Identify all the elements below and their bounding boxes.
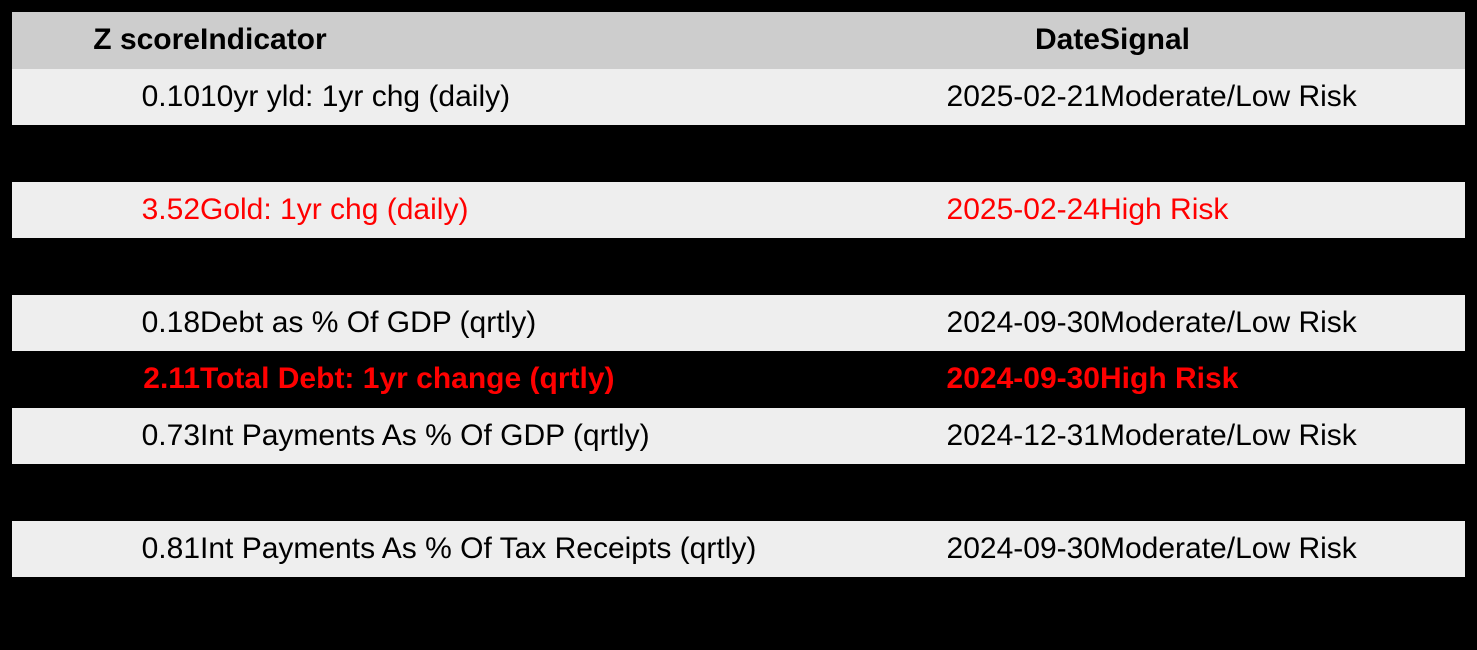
signal-cell: Moderate/Low Risk: [1100, 68, 1465, 125]
z-score-cell: 3.52: [12, 181, 200, 238]
spacer-cell: [12, 125, 1465, 182]
date-cell: 2024-09-30: [890, 294, 1100, 351]
indicator-cell: 10yr yld: 1yr chg (daily): [200, 68, 890, 125]
column-header-date: Date: [890, 12, 1100, 69]
date-cell: 2025-02-24: [890, 181, 1100, 238]
table-row: 3.52 Gold: 1yr chg (daily) 2025-02-24 High …: [12, 181, 1465, 238]
z-score-cell: 2.11: [12, 351, 200, 408]
date-cell: 2024-09-30: [890, 520, 1100, 577]
indicator-cell: Total Debt: 1yr change (qrtly): [200, 351, 890, 408]
signal-cell: Moderate/Low Risk: [1100, 407, 1465, 464]
date-cell: 2024-09-30: [890, 351, 1100, 408]
indicator-cell: Debt as % Of GDP (qrtly): [200, 294, 890, 351]
column-header-z-score: Z score: [12, 12, 200, 69]
z-score-cell: 0.18: [12, 294, 200, 351]
indicator-cell: Int Payments As % Of GDP (qrtly): [200, 407, 890, 464]
table-header-row: Z score Indicator Date Signal: [12, 12, 1465, 69]
table-row: 0.81 Int Payments As % Of Tax Receipts (q…: [12, 520, 1465, 577]
table-row: 0.10 10yr yld: 1yr chg (daily) 2025-02-21 M…: [12, 68, 1465, 125]
table-row: 2.11 Total Debt: 1yr change (qrtly) 2024-0…: [12, 351, 1465, 408]
z-score-cell: 0.10: [12, 68, 200, 125]
z-score-cell: 0.81: [12, 520, 200, 577]
spacer-band: [12, 125, 1465, 182]
signal-cell: High Risk: [1100, 351, 1465, 408]
column-header-indicator: Indicator: [200, 12, 890, 69]
spacer-cell: [12, 464, 1465, 521]
spacer-band: [12, 464, 1465, 521]
signal-cell: High Risk: [1100, 181, 1465, 238]
column-header-signal: Signal: [1100, 12, 1465, 69]
signal-cell: Moderate/Low Risk: [1100, 520, 1465, 577]
spacer-band: [12, 238, 1465, 295]
risk-indicator-table: Z score Indicator Date Signal 0.10 10yr y…: [12, 12, 1465, 577]
indicator-cell: Gold: 1yr chg (daily): [200, 181, 890, 238]
date-cell: 2025-02-21: [890, 68, 1100, 125]
spacer-cell: [12, 238, 1465, 295]
table-row: 0.73 Int Payments As % Of GDP (qrtly) 2024…: [12, 407, 1465, 464]
indicator-cell: Int Payments As % Of Tax Receipts (qrtly…: [200, 520, 890, 577]
date-cell: 2024-12-31: [890, 407, 1100, 464]
z-score-cell: 0.73: [12, 407, 200, 464]
signal-cell: Moderate/Low Risk: [1100, 294, 1465, 351]
table-row: 0.18 Debt as % Of GDP (qrtly) 2024-09-30 Mo…: [12, 294, 1465, 351]
